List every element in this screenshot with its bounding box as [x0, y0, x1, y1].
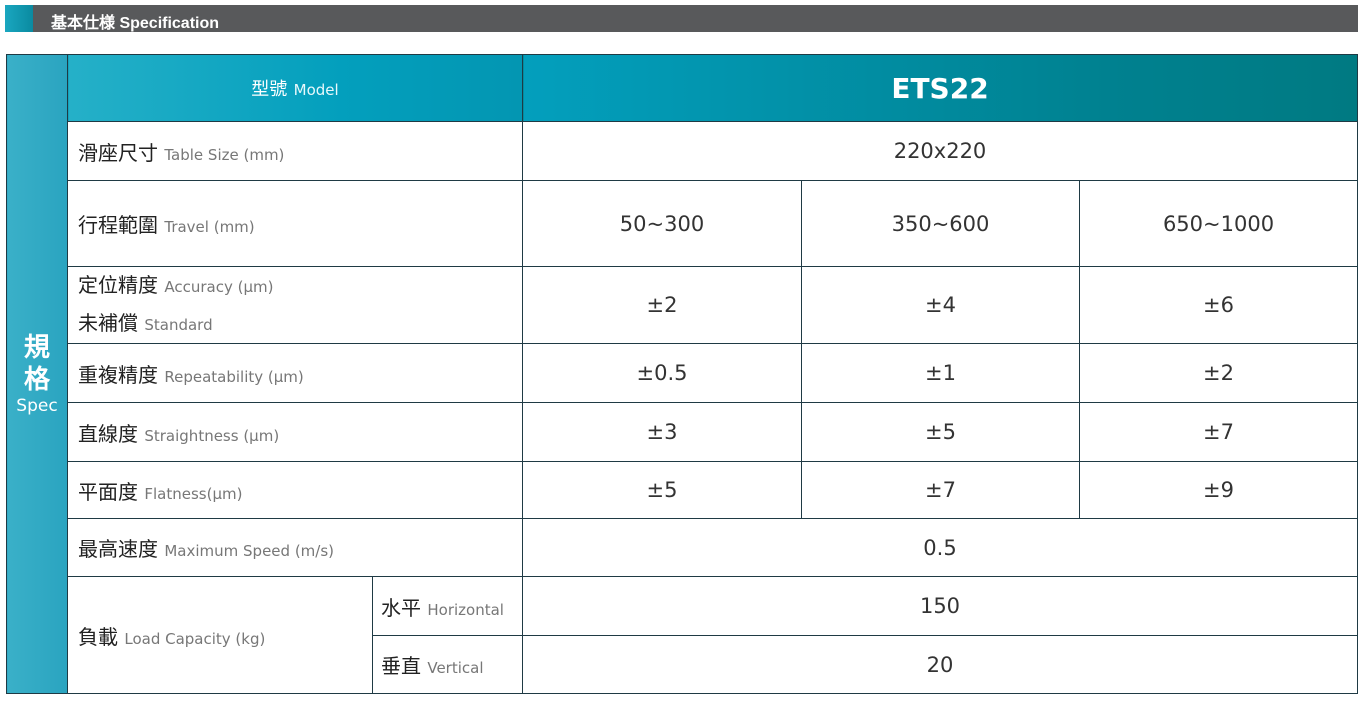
cell-text: 未補償	[78, 311, 138, 335]
cell-text: 650~1000	[1079, 180, 1358, 267]
cell-text: ±4	[801, 266, 1080, 344]
table-row: 行程範圍 Travel (mm) 50~300 350~600 650~1000	[7, 180, 1358, 267]
cell-text: Model	[293, 81, 339, 99]
table-row: 直線度 Straightness (μm) ±3 ±5 ±7	[7, 402, 1358, 462]
cell-text: 20	[522, 635, 1358, 694]
cell-text: Horizontal	[427, 600, 504, 619]
table-row: 垂直 Vertical 20	[7, 635, 1358, 694]
cell-text: Table Size (mm)	[164, 145, 285, 164]
cell-text: 直線度	[78, 421, 138, 446]
spec-en: Spec	[16, 396, 58, 416]
model-header: 型號 Model	[67, 54, 523, 122]
cell-text: 定位精度	[78, 273, 158, 297]
section-title-bar: 基本仕様 Specification	[5, 5, 1358, 32]
table-cell: 滑座尺寸 Table Size (mm)	[67, 121, 523, 181]
cell-text: ±6	[1079, 266, 1358, 344]
spec-label: 規 格 Spec	[6, 54, 68, 694]
table-row: 重複精度 Repeatability (μm) ±0.5 ±1 ±2	[7, 343, 1358, 403]
cell-text: ±5	[801, 402, 1080, 462]
cell-text: Flatness(μm)	[144, 484, 243, 503]
table-row: 負載 Load Capacity (kg) 水平 Horizontal 150	[7, 576, 1358, 694]
cell-text: 垂直	[381, 654, 421, 678]
cell-text: 行程範圍	[78, 213, 158, 237]
cell-text: Straightness (μm)	[144, 426, 280, 445]
spec-table: 規 格 Spec 型號 Model ETS22 滑座尺寸 Table Size …	[6, 54, 1358, 694]
table-cell: 平面度 Flatness(μm)	[67, 461, 523, 519]
table-cell: 水平 Horizontal	[372, 576, 523, 636]
cell-text: Travel (mm)	[164, 218, 255, 236]
model-value: ETS22	[522, 54, 1358, 122]
cell-text: 重複精度	[78, 362, 158, 387]
cell-text: ±9	[1079, 461, 1358, 519]
cell-text: ±5	[522, 461, 802, 519]
table-cell: 重複精度 Repeatability (μm)	[67, 343, 523, 403]
cell-text: 滑座尺寸	[78, 140, 158, 165]
table-row: 平面度 Flatness(μm) ±5 ±7 ±9	[7, 461, 1358, 519]
cell-text: ±0.5	[522, 343, 802, 403]
spec-zh2: 格	[23, 365, 50, 395]
table-cell: 垂直 Vertical	[372, 635, 523, 694]
cell-text: 150	[522, 576, 1358, 636]
cell-text: ±7	[801, 461, 1080, 519]
table-row: 最高速度 Maximum Speed (m/s) 0.5	[7, 518, 1358, 577]
cell-text: 220x220	[522, 121, 1358, 181]
cell-text: 型號	[251, 79, 288, 100]
cell-text: 負載	[78, 624, 118, 649]
cell-text: Vertical	[427, 659, 484, 677]
title-accent	[5, 5, 33, 32]
table-cell: 負載 Load Capacity (kg)	[67, 576, 373, 694]
table-cell: 最高速度 Maximum Speed (m/s)	[67, 518, 523, 577]
table-row: 定位精度 Accuracy (μm) 未補償 Standard ±2 ±4 ±6	[7, 266, 1358, 344]
cell-text: Load Capacity (kg)	[124, 629, 266, 648]
cell-text: ±2	[522, 266, 802, 344]
cell-text: 最高速度	[78, 537, 158, 561]
cell-text: ±1	[801, 343, 1080, 403]
section-title: 基本仕様 Specification	[51, 15, 220, 32]
spec-zh1: 規	[23, 333, 50, 363]
cell-text: Standard	[144, 316, 213, 334]
cell-text: 水平	[381, 595, 421, 620]
cell-text: 50~300	[522, 180, 802, 267]
cell-text: ±3	[522, 402, 802, 462]
cell-text: Maximum Speed (m/s)	[164, 542, 335, 560]
cell-text: Repeatability (μm)	[164, 367, 304, 386]
table-cell: 行程範圍 Travel (mm)	[67, 180, 523, 267]
table-cell: 定位精度 Accuracy (μm) 未補償 Standard	[67, 266, 523, 344]
cell-text: Accuracy (μm)	[164, 278, 274, 296]
cell-text: ±7	[1079, 402, 1358, 462]
cell-text: 350~600	[801, 180, 1080, 267]
cell-text: 平面度	[78, 479, 138, 504]
table-cell: 直線度 Straightness (μm)	[67, 402, 523, 462]
cell-text: ±2	[1079, 343, 1358, 403]
table-row: 滑座尺寸 Table Size (mm) 220x220	[7, 121, 1358, 181]
cell-text: 0.5	[522, 518, 1358, 577]
